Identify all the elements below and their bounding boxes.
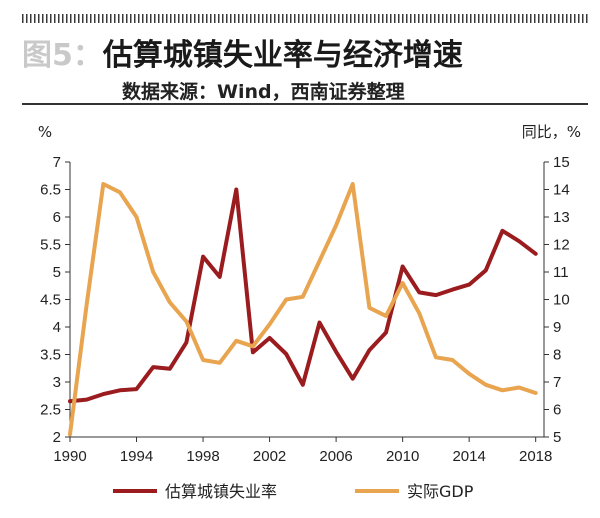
left-tick-label: 3.5 (40, 347, 61, 364)
left-tick-label: 5 (53, 264, 61, 281)
unemployment-rate-line (68, 187, 538, 404)
x-tick-label: 2006 (319, 448, 352, 465)
right-tick-label: 7 (553, 374, 561, 391)
x-tick-label: 1994 (120, 448, 153, 465)
right-tick-label: 10 (553, 292, 570, 309)
right-tick-label: 8 (553, 347, 561, 364)
right-tick-label: 14 (553, 182, 570, 199)
right-tick-label: 5 (553, 429, 561, 446)
left-tick-label: 7 (53, 154, 61, 171)
left-tick-label: 6 (53, 209, 61, 226)
left-tick-label: 4.5 (40, 292, 61, 309)
left-tick-label: 3 (53, 374, 61, 391)
title-text: 估算城镇失业率与经济增速 (102, 38, 463, 73)
x-tick-label: 1998 (186, 448, 219, 465)
right-tick-label: 6 (553, 402, 561, 419)
right-tick-label: 12 (553, 237, 570, 254)
x-tick-label: 2018 (519, 448, 552, 465)
left-tick-label: 4 (53, 319, 61, 336)
legend-label-1: 估算城镇失业率 (165, 482, 277, 501)
figure-label: 图5： (22, 38, 103, 73)
right-axis-unit: 同比，% (522, 123, 581, 141)
right-tick-label: 15 (553, 154, 570, 171)
left-tick-label: 5.5 (40, 237, 61, 254)
right-tick-label: 13 (553, 209, 570, 226)
header-hatch-bar (22, 14, 588, 23)
real-gdp-line (68, 182, 538, 437)
right-tick-label: 11 (553, 264, 569, 281)
left-tick-label: 2 (53, 429, 61, 446)
left-tick-label: 6.5 (40, 182, 61, 199)
x-tick-label: 2010 (386, 448, 419, 465)
figure-title: 图5：估算城镇失业率与经济增速 (22, 30, 463, 74)
x-tick-label: 2014 (452, 448, 485, 465)
left-axis-unit: % (38, 123, 52, 141)
left-tick-label: 2.5 (40, 402, 61, 419)
source-note: 数据来源：Wind，西南证券整理 (122, 81, 405, 103)
x-tick-label: 2002 (253, 448, 286, 465)
right-tick-label: 9 (553, 319, 561, 336)
x-tick-label: 1990 (53, 448, 86, 465)
legend-label-2: 实际GDP (407, 482, 474, 501)
title-divider (22, 103, 588, 105)
